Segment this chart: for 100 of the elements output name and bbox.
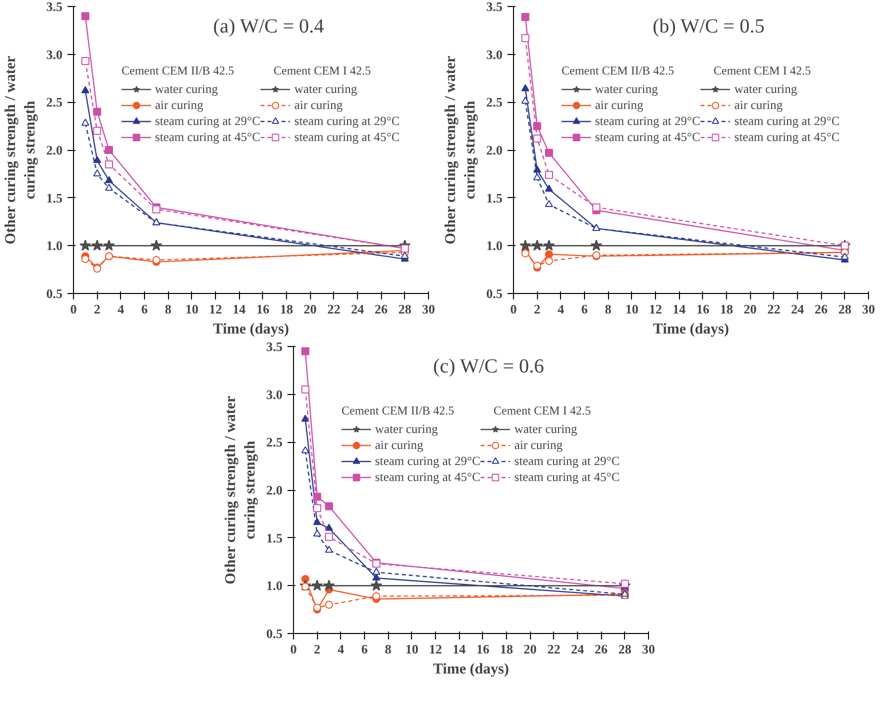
legend-label: steam curing at 45°C: [595, 129, 700, 145]
annotation: Cement CEM II/B 42.5: [122, 64, 234, 78]
y-tick-label: 3.5: [486, 0, 503, 14]
y-tick-label: 3.0: [266, 386, 282, 402]
y-tick-label: 0.5: [46, 286, 63, 301]
x-tick-label: 8: [384, 642, 392, 656]
x-tick-label: 20: [524, 642, 537, 656]
annotation: Cement CEM I 42.5: [494, 404, 591, 418]
legend-label: water curing: [514, 421, 578, 437]
x-tick-label: 26: [814, 302, 828, 316]
y-tick-label: 2.0: [46, 142, 62, 158]
y-tick-label: 3.0: [46, 46, 62, 62]
x-tick-label: 2: [94, 302, 100, 316]
x-tick-label: 6: [361, 642, 368, 656]
y-tick-label: 2.5: [486, 94, 503, 110]
x-tick-label: 16: [256, 302, 270, 316]
y-tick-label: 1.0: [486, 238, 502, 254]
x-tick-label: 26: [594, 642, 608, 656]
x-tick-label: 12: [649, 302, 662, 316]
x-tick-label: 0: [70, 302, 77, 316]
x-tick-label: 2: [534, 302, 540, 316]
y-tick-label: 2.0: [266, 482, 282, 498]
chart-title: (b) W/C = 0.5: [652, 16, 765, 38]
legend-label: air curing: [294, 97, 343, 113]
x-tick-label: 24: [351, 302, 364, 316]
legend-label: air curing: [155, 97, 204, 113]
x-tick-label: 10: [625, 302, 638, 316]
annotation: Cement CEM I 42.5: [714, 64, 811, 78]
legend-label: air curing: [734, 97, 783, 113]
x-tick-label: 14: [672, 302, 686, 316]
legend-label: steam curing at 45°C: [734, 129, 840, 145]
legend-label: steam curing at 29°C: [294, 113, 400, 129]
y-tick-label: 2.5: [266, 434, 283, 450]
x-axis-title: Time (days): [213, 322, 289, 338]
x-tick-label: 0: [510, 302, 517, 316]
y-tick-label: 1.5: [486, 190, 503, 206]
x-tick-label: 18: [280, 302, 294, 316]
x-tick-label: 26: [374, 302, 388, 316]
x-tick-label: 10: [405, 642, 418, 656]
legend-label: steam curing at 29°C: [155, 113, 260, 129]
x-tick-label: 4: [558, 302, 565, 316]
x-tick-label: 30: [862, 302, 875, 316]
y-tick-label: 1.0: [266, 578, 282, 594]
x-tick-label: 10: [185, 302, 198, 316]
legend-label: steam curing at 29°C: [375, 453, 480, 469]
x-tick-label: 16: [476, 642, 490, 656]
legend-label: water curing: [375, 421, 438, 437]
y-tick-label: 1.5: [46, 190, 63, 206]
x-tick-label: 4: [118, 302, 125, 316]
annotation: Cement CEM I 42.5: [274, 64, 371, 78]
legend-label: steam curing at 45°C: [375, 469, 480, 485]
x-tick-label: 8: [164, 302, 172, 316]
y-tick-label: 3.5: [266, 339, 283, 354]
x-tick-label: 22: [327, 302, 340, 316]
x-tick-label: 20: [304, 302, 317, 316]
x-tick-label: 28: [398, 302, 412, 316]
x-tick-label: 24: [791, 302, 804, 316]
legend-label: steam curing at 45°C: [155, 129, 260, 145]
x-tick-label: 18: [720, 302, 734, 316]
x-tick-label: 22: [547, 642, 560, 656]
x-tick-label: 30: [422, 302, 435, 316]
legend-label: steam curing at 29°C: [734, 113, 840, 129]
chart-title: (c) W/C = 0.6: [433, 356, 544, 378]
x-tick-label: 6: [581, 302, 588, 316]
y-tick-label: 3.5: [46, 0, 63, 14]
y-tick-label: 1.5: [266, 530, 283, 546]
x-tick-label: 0: [290, 642, 297, 656]
legend-label: steam curing at 29°C: [514, 453, 620, 469]
x-tick-label: 20: [744, 302, 757, 316]
y-tick-label: 1.0: [46, 238, 62, 254]
x-tick-label: 6: [141, 302, 148, 316]
legend-label: air curing: [375, 437, 424, 453]
y-axis-title: Other curing strength / water curing strength: [443, 56, 478, 244]
x-tick-label: 28: [618, 642, 632, 656]
legend-label: steam curing at 45°C: [514, 469, 620, 485]
x-tick-label: 14: [452, 642, 466, 656]
x-tick-label: 28: [838, 302, 852, 316]
y-tick-label: 3.0: [486, 46, 502, 62]
chart-title: (a) W/C = 0.4: [213, 16, 324, 38]
y-tick-label: 0.5: [486, 286, 503, 301]
legend-label: water curing: [595, 81, 658, 97]
annotation: Cement CEM II/B 42.5: [562, 64, 674, 78]
x-tick-label: 12: [209, 302, 222, 316]
legend-label: air curing: [595, 97, 644, 113]
x-axis-title: Time (days): [433, 662, 509, 678]
legend-label: water curing: [294, 81, 358, 97]
y-tick-label: 0.5: [266, 626, 283, 641]
x-tick-label: 2: [314, 642, 320, 656]
x-tick-label: 30: [642, 642, 655, 656]
y-tick-label: 2.0: [486, 142, 502, 158]
legend-label: water curing: [734, 81, 798, 97]
y-tick-label: 2.5: [46, 94, 63, 110]
x-tick-label: 24: [571, 642, 584, 656]
x-tick-label: 14: [232, 302, 246, 316]
legend-label: steam curing at 29°C: [595, 113, 700, 129]
x-tick-label: 8: [604, 302, 612, 316]
legend-label: water curing: [155, 81, 218, 97]
legend-label: steam curing at 45°C: [294, 129, 400, 145]
x-tick-label: 12: [429, 642, 442, 656]
y-axis-title: Other curing strength / water curing strength: [223, 396, 258, 584]
